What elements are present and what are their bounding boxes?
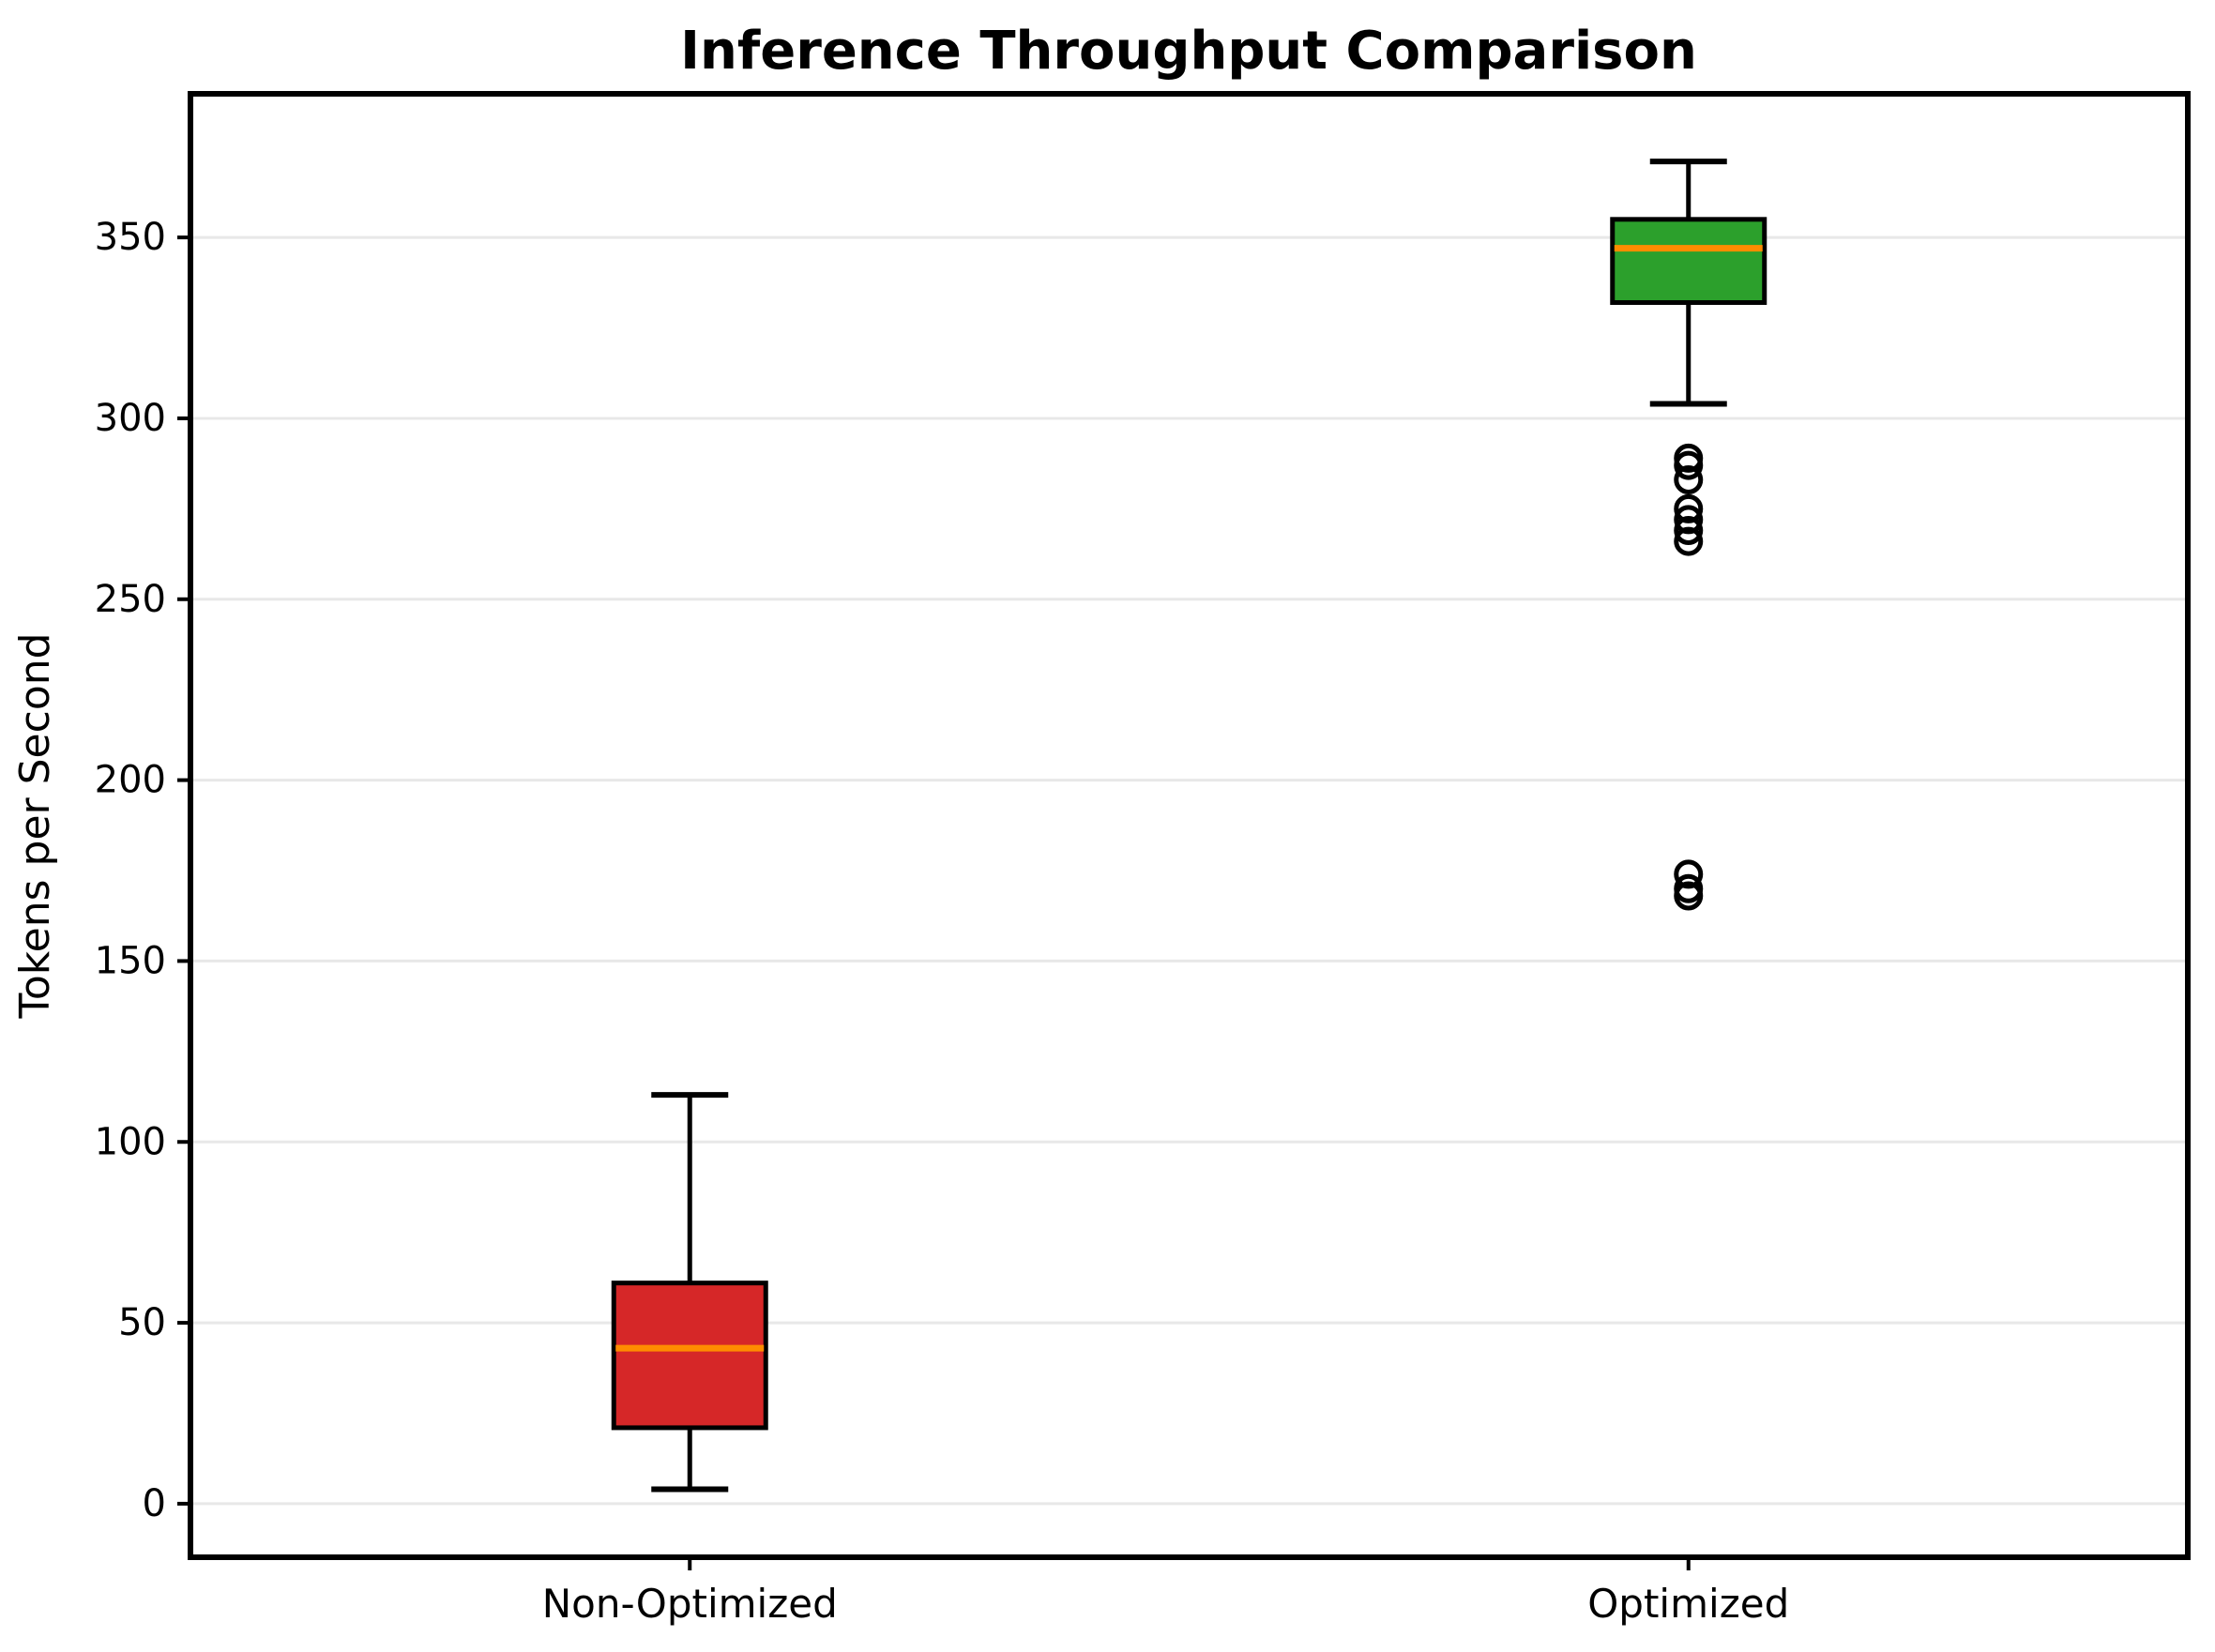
- outlier-marker: [1674, 859, 1704, 889]
- outlier-marker: [1674, 526, 1704, 556]
- boxplot-optimized: [1610, 159, 1767, 911]
- iqr-box: [611, 1281, 768, 1431]
- chart-title: Inference Throughput Comparison: [680, 21, 1697, 82]
- axis-ticks-layer: 0 50 100 150 200 250 300 350 Non-Optimized Optimi…: [95, 216, 1790, 1627]
- outlier-marker: [1674, 450, 1704, 480]
- iqr-box: [1610, 217, 1767, 306]
- plot-frame-layer: [188, 91, 2191, 1560]
- y-tick-label: 200: [95, 759, 166, 802]
- y-tick-label: 350: [95, 216, 166, 259]
- plot-border: [188, 91, 2191, 1560]
- y-tick-label: 0: [143, 1482, 166, 1525]
- y-axis-label: Tokens per Second: [11, 632, 59, 1019]
- outlier-marker: [1674, 505, 1704, 535]
- boxplots-layer: [611, 159, 1767, 1493]
- gridlines-layer: [190, 235, 2188, 1506]
- outlier-marker: [1674, 515, 1704, 545]
- outlier-marker: [1674, 881, 1704, 911]
- x-tick-label: Optimized: [1587, 1581, 1789, 1627]
- y-tick-label: 250: [95, 578, 166, 621]
- outlier-marker: [1674, 465, 1704, 495]
- x-tick-label: Non-Optimized: [542, 1581, 838, 1627]
- y-tick-label: 150: [95, 939, 166, 982]
- y-tick-label: 100: [95, 1120, 166, 1163]
- outlier-marker: [1674, 493, 1704, 523]
- y-tick-label: 300: [95, 397, 166, 440]
- boxplot-non-optimized: [611, 1092, 768, 1493]
- y-tick-label: 50: [118, 1301, 166, 1344]
